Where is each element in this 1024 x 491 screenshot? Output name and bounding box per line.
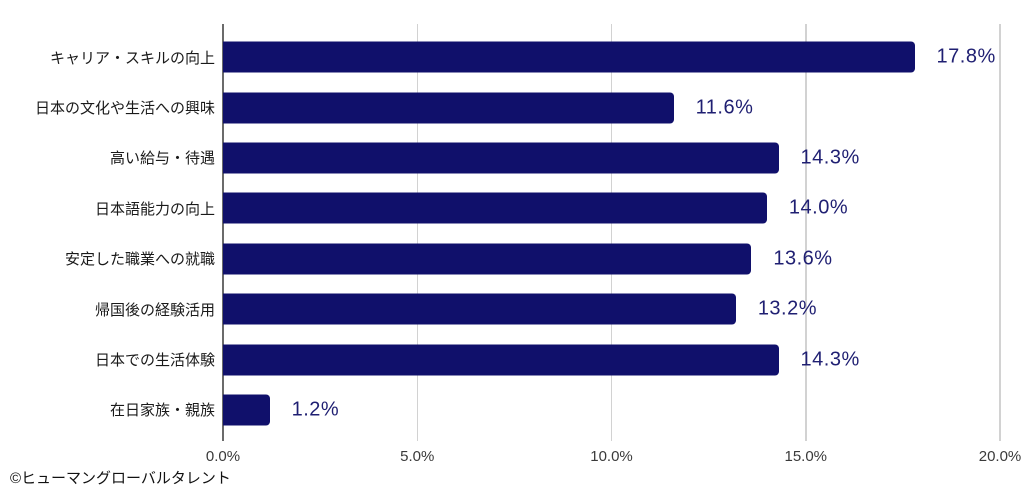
category-label: 帰国後の経験活用 xyxy=(94,301,215,319)
bar xyxy=(223,243,752,275)
x-tick-label: 0.0% xyxy=(205,448,241,465)
bar xyxy=(223,293,736,325)
bar-value-label: 11.6% xyxy=(695,96,754,119)
vertical-gridline xyxy=(416,24,418,441)
x-tick-label: 20.0% xyxy=(978,448,1022,465)
x-axis-labels: 0.0% 5.0% 10.0% 15.0% 20.0% xyxy=(206,448,1021,468)
bar-row: 13.6% xyxy=(223,234,1000,284)
bar-value-label: 1.2% xyxy=(291,398,340,421)
bar-row: 1.2% xyxy=(223,385,1000,435)
bar-value-label: 14.3% xyxy=(800,146,860,169)
bar-row: 14.3% xyxy=(223,334,1000,384)
plot-area: 17.8% 11.6% 14.3% 14.0% 13.6% 13.2% 14.3% 1.2% xyxy=(222,24,1001,441)
bar-value-label: 14.0% xyxy=(788,196,849,219)
vertical-gridline xyxy=(805,24,807,441)
x-tick-label: 15.0% xyxy=(784,448,828,465)
bar-row: 17.8% xyxy=(223,32,1000,82)
category-label: キャリア・スキルの向上 xyxy=(49,49,215,67)
category-axis-line xyxy=(222,24,224,441)
credit-text: ©ヒューマングローバルタレント xyxy=(10,470,231,487)
bar-row: 11.6% xyxy=(223,82,1000,132)
bar-value-label: 13.2% xyxy=(757,297,818,320)
bar-value-label: 14.3% xyxy=(800,348,860,371)
category-label: 高い給与・待遇 xyxy=(109,150,215,168)
category-label: 日本の文化や生活への興味 xyxy=(34,100,215,118)
category-label: 日本語能力の向上 xyxy=(94,200,215,218)
bar-value-label: 17.8% xyxy=(936,45,996,68)
vertical-gridline xyxy=(999,24,1001,441)
x-tick-label: 5.0% xyxy=(400,448,435,465)
x-tick-label: 10.0% xyxy=(590,448,633,465)
bar xyxy=(223,92,674,124)
bar-row: 14.3% xyxy=(223,133,1000,183)
bar xyxy=(223,41,915,73)
bar xyxy=(223,394,270,426)
bar-value-label: 13.6% xyxy=(773,247,833,270)
bar xyxy=(223,344,779,376)
category-label: 在日家族・親族 xyxy=(109,402,215,420)
bar xyxy=(223,192,767,224)
bar xyxy=(223,142,779,174)
bar-row: 14.0% xyxy=(223,183,1000,233)
vertical-gridline xyxy=(610,24,613,441)
category-label: 安定した職業への就職 xyxy=(64,251,215,269)
category-label: 日本での生活体験 xyxy=(94,352,215,370)
bar-row: 13.2% xyxy=(223,284,1000,334)
